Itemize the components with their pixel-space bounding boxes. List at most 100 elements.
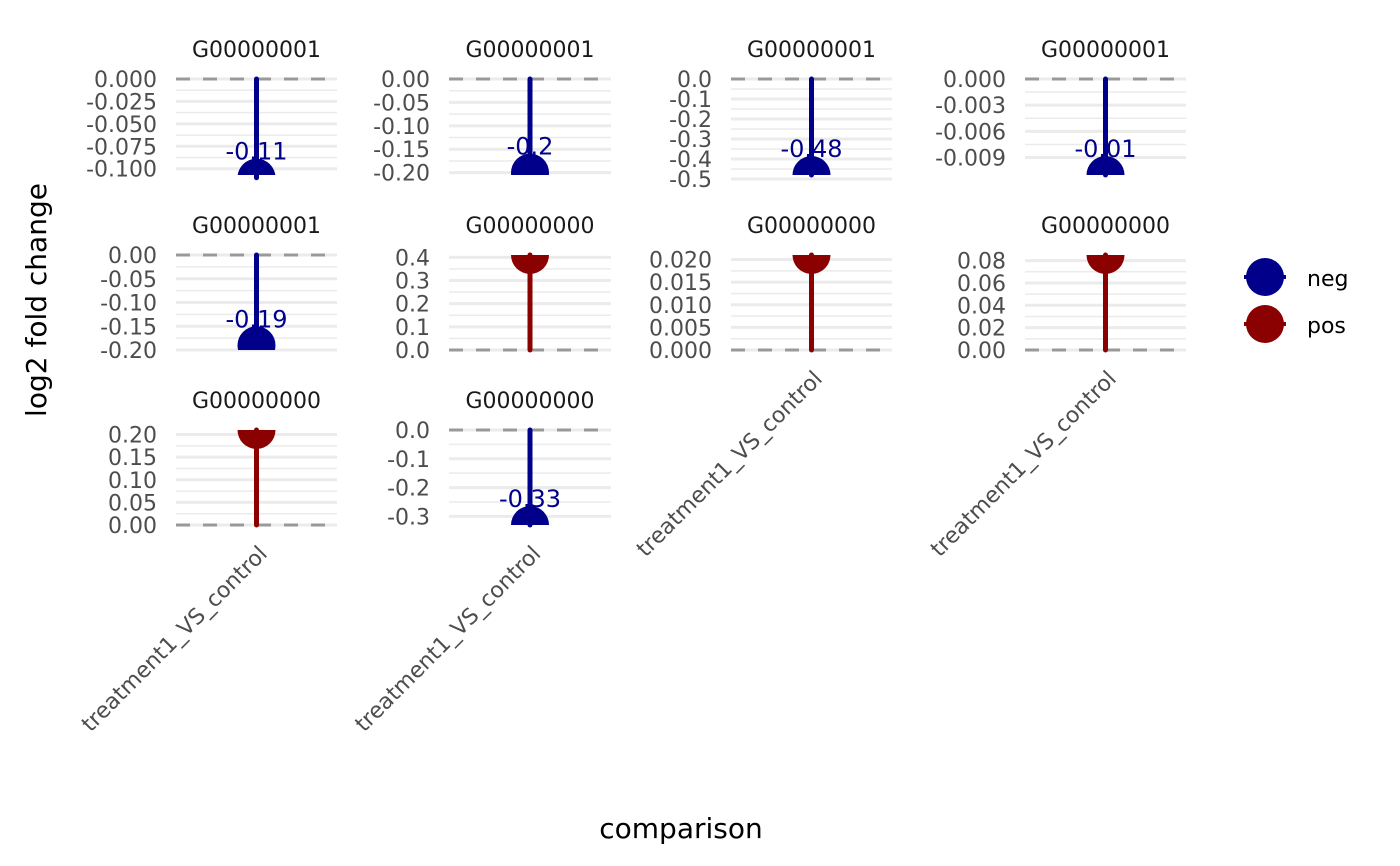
y-tick-label: -0.006 [935, 120, 1006, 145]
facet-strip-label: G00000000 [1041, 214, 1170, 239]
x-tick-label: treatment1_VS_control [77, 542, 273, 738]
y-tick-label: 0.20 [108, 424, 157, 449]
facet-strip-label: G00000001 [747, 38, 876, 63]
value-label: -0.33 [499, 485, 561, 513]
y-tick-label: 0.05 [108, 491, 157, 516]
facet-strip-label: G00000001 [465, 38, 594, 63]
value-label: -0.48 [780, 135, 842, 163]
y-tick-label: -0.15 [373, 138, 430, 163]
y-tick-label: -0.003 [935, 94, 1006, 119]
facet-panel: 0.0 -0.1 -0.2 -0.3 G00000000 -0.33 treatment1_… [351, 389, 611, 737]
y-tick-label: -0.1 [669, 88, 712, 113]
y-tick-label: 0.00 [108, 244, 157, 269]
y-tick-label: -0.3 [669, 128, 712, 153]
legend-key-point [1246, 305, 1284, 343]
y-tick-label: 0.000 [94, 68, 157, 93]
facet-strip-label: G00000001 [1041, 38, 1170, 63]
facet-strip-label: G00000000 [465, 214, 594, 239]
facet-panel: 0.00.10.20.30.4 G00000000 [395, 214, 611, 364]
x-tick-label: treatment1_VS_control [926, 367, 1122, 563]
x-tick-label: treatment1_VS_control [351, 542, 547, 738]
facet-panel: 0.000.020.040.060.08 G00000000 treatment1_… [926, 214, 1186, 562]
facet-strip-label: G00000001 [192, 38, 321, 63]
y-tick-label: -0.10 [373, 115, 430, 140]
x-axis-title: comparison [599, 812, 763, 845]
y-tick-label: 0.0 [677, 68, 712, 93]
y-tick-label: -0.1 [387, 448, 430, 473]
facet-panel: 0.00-0.05-0.10-0.15-0.20 G00000001 -0.2 [373, 38, 611, 187]
facet-strip-label: G00000001 [192, 214, 321, 239]
lollipop-point [1086, 156, 1125, 175]
y-tick-label: 0.005 [649, 316, 712, 341]
y-axis-title: log2 fold change [20, 183, 53, 417]
legend: neg pos [1244, 258, 1348, 343]
legend-label: neg [1307, 267, 1348, 292]
legend-key-point [1246, 258, 1284, 296]
lollipop-point [792, 156, 831, 175]
y-tick-label: -0.20 [373, 162, 430, 187]
y-tick-label: 0.015 [649, 271, 712, 296]
y-tick-label: 0.000 [649, 339, 712, 364]
y-tick-label: -0.025 [86, 90, 157, 115]
legend-item-neg: neg [1244, 258, 1348, 296]
lollipop-point [237, 430, 276, 449]
panels: 0.000-0.025-0.050-0.075-0.100G00000001-0… [77, 38, 1186, 737]
y-tick-label: -0.2 [669, 108, 712, 133]
y-tick-label: 0.10 [108, 469, 157, 494]
facet-panel: 0.00-0.05-0.10-0.15-0.20 G00000001 -0.19 [100, 214, 337, 364]
y-tick-label: 0.010 [649, 294, 712, 319]
y-tick-label: -0.05 [100, 268, 157, 293]
y-tick-label: 0.15 [108, 446, 157, 471]
y-tick-label: 0.1 [395, 316, 430, 341]
facet-strip-label: G00000000 [465, 389, 594, 414]
y-tick-label: 0.0 [395, 419, 430, 444]
legend-item-pos: pos [1244, 305, 1346, 343]
lollipop-point [237, 158, 276, 175]
facet-panel: 0.000-0.025-0.050-0.075-0.100 G00000001 -0… [86, 38, 337, 183]
y-tick-label: 0.020 [649, 249, 712, 274]
value-label: -0.11 [225, 138, 287, 166]
facet-panel: 0.000-0.003-0.006-0.009 G00000001 -0.01 [935, 38, 1186, 178]
y-tick-label: -0.4 [669, 148, 712, 173]
facet-strip-label: G00000000 [192, 389, 321, 414]
y-tick-label: -0.10 [100, 292, 157, 317]
y-tick-label: 0.02 [957, 317, 1006, 342]
y-tick-label: 0.00 [957, 339, 1006, 364]
facet-strip-label: G00000000 [747, 214, 876, 239]
lollipop-point [1086, 255, 1125, 274]
y-tick-label: 0.4 [395, 246, 430, 271]
value-label: -0.19 [225, 305, 287, 333]
y-tick-label: -0.009 [935, 147, 1006, 172]
lollipop-point [237, 326, 276, 350]
lollipop-point [511, 153, 549, 175]
y-tick-label: 0.2 [395, 293, 430, 318]
x-tick-label: treatment1_VS_control [632, 367, 828, 563]
facet-panel: 0.0-0.1-0.2-0.3-0.4-0.5 G00000001 -0.48 [669, 38, 892, 193]
lollipop-point [792, 255, 831, 274]
y-tick-label: 0.00 [108, 514, 157, 539]
y-tick-label: -0.5 [669, 168, 712, 193]
value-label: -0.01 [1074, 135, 1136, 163]
y-tick-label: -0.05 [373, 91, 430, 116]
y-tick-label: -0.100 [86, 158, 157, 183]
y-tick-label: 0.00 [381, 68, 430, 93]
y-tick-label: -0.3 [387, 505, 430, 530]
facet-panel: 0.000.050.100.150.20 G00000000 treatment1_… [77, 389, 337, 737]
y-tick-label: 0.000 [943, 68, 1006, 93]
value-label: -0.2 [507, 133, 554, 161]
y-tick-label: 0.0 [395, 339, 430, 364]
lollipop-point [511, 506, 549, 525]
y-tick-label: 0.3 [395, 269, 430, 294]
y-tick-label: 0.04 [957, 294, 1006, 319]
y-tick-label: -0.050 [86, 113, 157, 138]
lollipop-point [511, 255, 549, 274]
legend-label: pos [1307, 314, 1346, 339]
y-tick-label: -0.2 [387, 477, 430, 502]
y-tick-label: -0.15 [100, 315, 157, 340]
y-tick-label: -0.20 [100, 339, 157, 364]
y-tick-label: 0.06 [957, 272, 1006, 297]
y-tick-label: 0.08 [957, 250, 1006, 275]
y-tick-label: -0.075 [86, 135, 157, 160]
